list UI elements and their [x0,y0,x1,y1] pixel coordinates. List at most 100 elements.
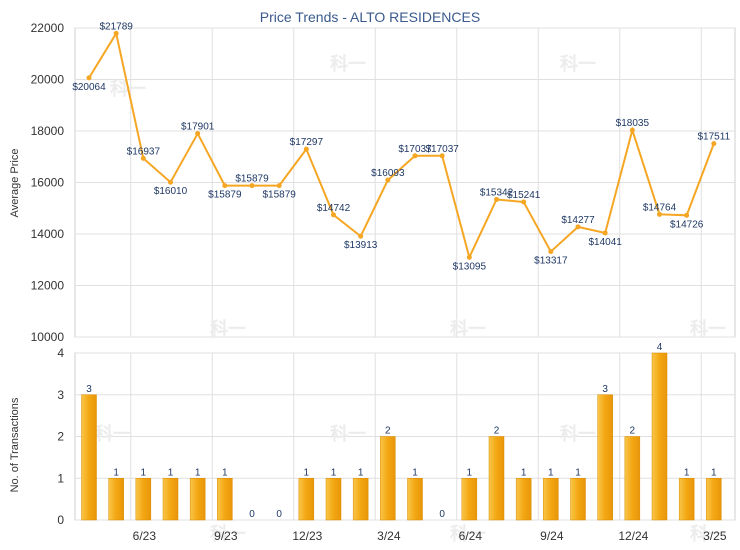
transaction-bar [570,478,586,521]
price-point [303,146,309,152]
price-data-label: $20064 [72,82,106,93]
transaction-count-label: 1 [575,467,581,478]
price-points [86,30,717,260]
upper-y-tick-label: 12000 [31,279,65,293]
price-data-label: $17037 [425,144,459,155]
watermark-text: 科一 [330,423,366,445]
price-point [222,183,228,189]
watermark-text: 科一 [690,523,726,545]
transaction-count-label: 1 [358,467,364,478]
transaction-count-label: 1 [195,467,201,478]
price-data-label: $14764 [643,202,677,213]
x-tick-label: 3/25 [703,529,727,543]
price-point [385,177,391,183]
price-data-label: $15241 [507,190,541,201]
lower-y-tick-label: 2 [57,430,64,444]
price-data-label: $13913 [344,240,378,251]
price-point [140,155,146,161]
upper-y-tick-label: 14000 [31,227,65,241]
watermark-text: 科一 [210,523,246,545]
price-data-label: $14742 [317,203,351,214]
price-point [521,199,527,205]
transaction-count-label: 3 [86,384,92,395]
price-point [276,183,282,189]
transaction-count-label: 1 [168,467,174,478]
price-point [575,224,581,230]
transaction-bar [325,478,342,521]
price-point [711,141,717,147]
transaction-bar [298,478,315,521]
upper-y-ticks: 10000 12000 14000 16000 18000 20000 22000 [31,21,65,344]
upper-grid [75,27,735,338]
x-tick-label: 9/23 [214,529,238,543]
transaction-bar [488,436,505,521]
watermark-text: 科一 [95,423,131,445]
transaction-bar [461,478,478,521]
price-point [168,179,173,185]
transaction-count-label: 1 [141,467,147,478]
transaction-bar [407,478,423,521]
price-point [412,153,418,159]
transaction-bar [380,436,396,521]
transaction-labels: 3 1 1 1 1 1 0 0 1 1 1 2 1 0 1 2 1 1 1 3 2 4 1 1 [86,342,717,520]
watermark-text: 科一 [210,318,246,340]
price-data-label: $16093 [371,168,405,179]
transaction-count-label: 1 [711,467,717,478]
transaction-bars [81,352,722,521]
transaction-count-label: 2 [630,426,636,437]
price-point [195,131,201,137]
transaction-count-label: 1 [548,467,554,478]
price-point [657,211,662,217]
transaction-bar [624,436,641,521]
lower-y-tick-label: 0 [57,513,64,527]
price-data-label: $15879 [262,190,296,201]
price-point [684,212,690,218]
transaction-bar [135,478,152,521]
transaction-bar [189,478,206,521]
price-data-label: $21789 [99,21,133,32]
lower-y-tick-label: 1 [57,471,64,485]
price-data-label: $14041 [588,237,622,248]
price-data-label: $16937 [127,146,161,157]
upper-y-tick-label: 10000 [31,330,65,344]
price-point [113,30,119,36]
x-ticks: 6/23 9/23 12/23 3/24 6/24 9/24 12/24 3/25 [133,529,727,543]
upper-y-axis-title: Average Price [9,149,21,218]
price-data-label: $17511 [698,132,731,143]
price-point [629,127,635,133]
price-point [439,153,445,159]
price-data-label: $16010 [154,186,188,197]
price-data-label: $13095 [453,261,487,272]
price-point [494,196,499,202]
price-data-label: $18035 [616,118,650,129]
transaction-bar [352,478,369,521]
transaction-count-label: 1 [113,467,119,478]
x-tick-label: 12/24 [618,529,648,543]
watermark-text: 科一 [330,53,366,75]
price-line [88,30,715,261]
transaction-count-label: 2 [494,426,500,437]
transaction-bar [81,394,97,521]
transaction-bar [162,478,179,521]
price-point [331,212,336,218]
transaction-count-label: 1 [222,467,228,478]
transaction-count-label: 1 [304,467,310,478]
transaction-count-label: 2 [385,426,391,437]
upper-y-tick-label: 20000 [31,73,65,87]
transaction-count-label: 1 [684,467,690,478]
watermark-text: 科一 [560,423,596,445]
watermark-text: 科一 [450,523,486,545]
lower-y-tick-label: 4 [57,346,64,360]
transaction-bar [217,478,233,521]
price-data-label: $15879 [208,190,242,201]
transaction-bar [706,478,722,521]
price-point [249,183,255,189]
price-data-label: $15342 [480,187,514,198]
transaction-bar [108,478,124,521]
upper-y-tick-label: 22000 [31,21,65,35]
transaction-count-label: 1 [521,467,527,478]
